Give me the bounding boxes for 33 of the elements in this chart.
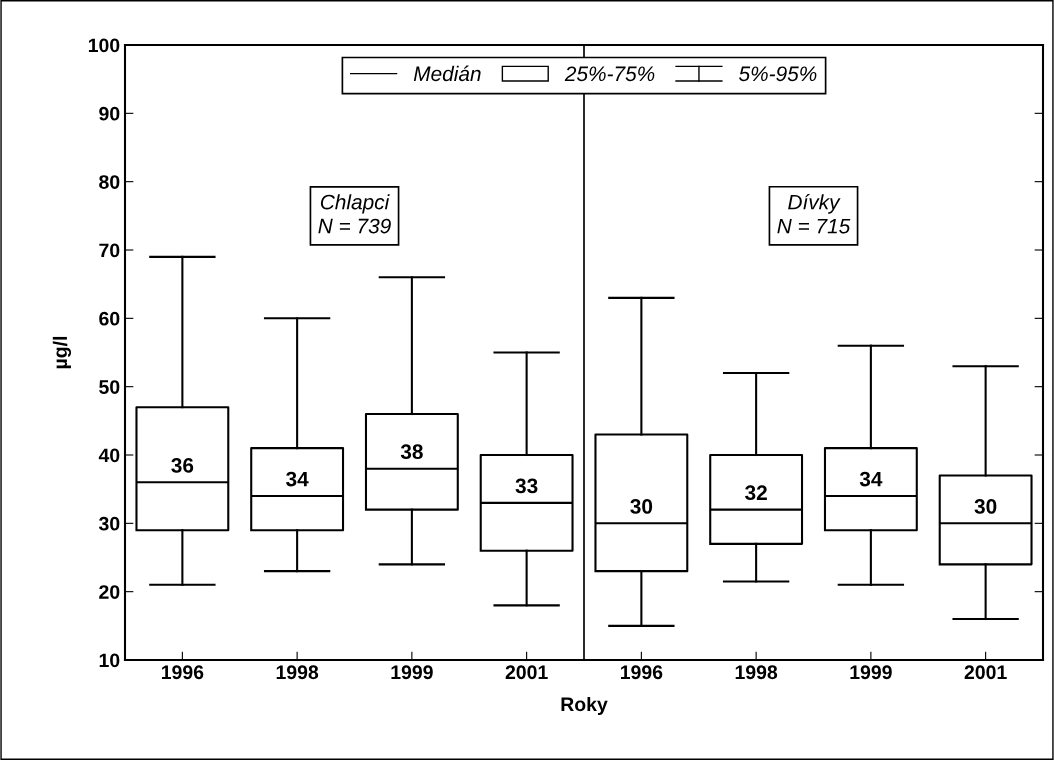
x-tick-label: 1996 — [161, 665, 204, 680]
y-tick-label: 100 — [88, 38, 120, 53]
y-tick-label: 40 — [98, 448, 120, 463]
y-tick-label: 10 — [99, 653, 120, 668]
annotation: Dívky N = 715 — [777, 194, 851, 234]
x-tick-label: 1998 — [735, 665, 778, 680]
y-tick-label: 90 — [99, 106, 120, 121]
annotation: Chlapci N = 739 — [318, 194, 391, 234]
x-tick-label: 2001 — [505, 665, 548, 680]
y-tick-label: 70 — [99, 243, 120, 258]
text: 32 — [745, 485, 767, 501]
y-tick-label: 50 — [99, 380, 120, 394]
text: 34 — [286, 471, 309, 487]
x-tick-label: 2001 — [964, 665, 1007, 680]
x-tick-label: 1998 — [276, 665, 319, 680]
x-tick-label: 1999 — [391, 665, 433, 680]
y-tick-label: 60 — [99, 311, 120, 326]
annotation: Medián — [413, 65, 481, 82]
text: 30 — [974, 499, 997, 514]
x-tick-label: 1996 — [620, 665, 663, 680]
text: 38 — [400, 444, 423, 460]
text: 34 — [859, 471, 883, 487]
annotation: 5%-95% — [739, 66, 817, 82]
y-tick-label: 30 — [98, 516, 120, 531]
y-tick-label: 20 — [99, 585, 120, 599]
text: 30 — [630, 499, 653, 514]
x-tick-label: 1999 — [850, 665, 892, 680]
y-axis-title: µg/l — [52, 336, 72, 369]
text: 36 — [171, 458, 194, 473]
text: 33 — [515, 478, 538, 494]
annotation: 25%-75% — [564, 66, 655, 82]
y-tick-label: 80 — [99, 175, 120, 189]
x-axis-title: Roky — [561, 696, 608, 715]
